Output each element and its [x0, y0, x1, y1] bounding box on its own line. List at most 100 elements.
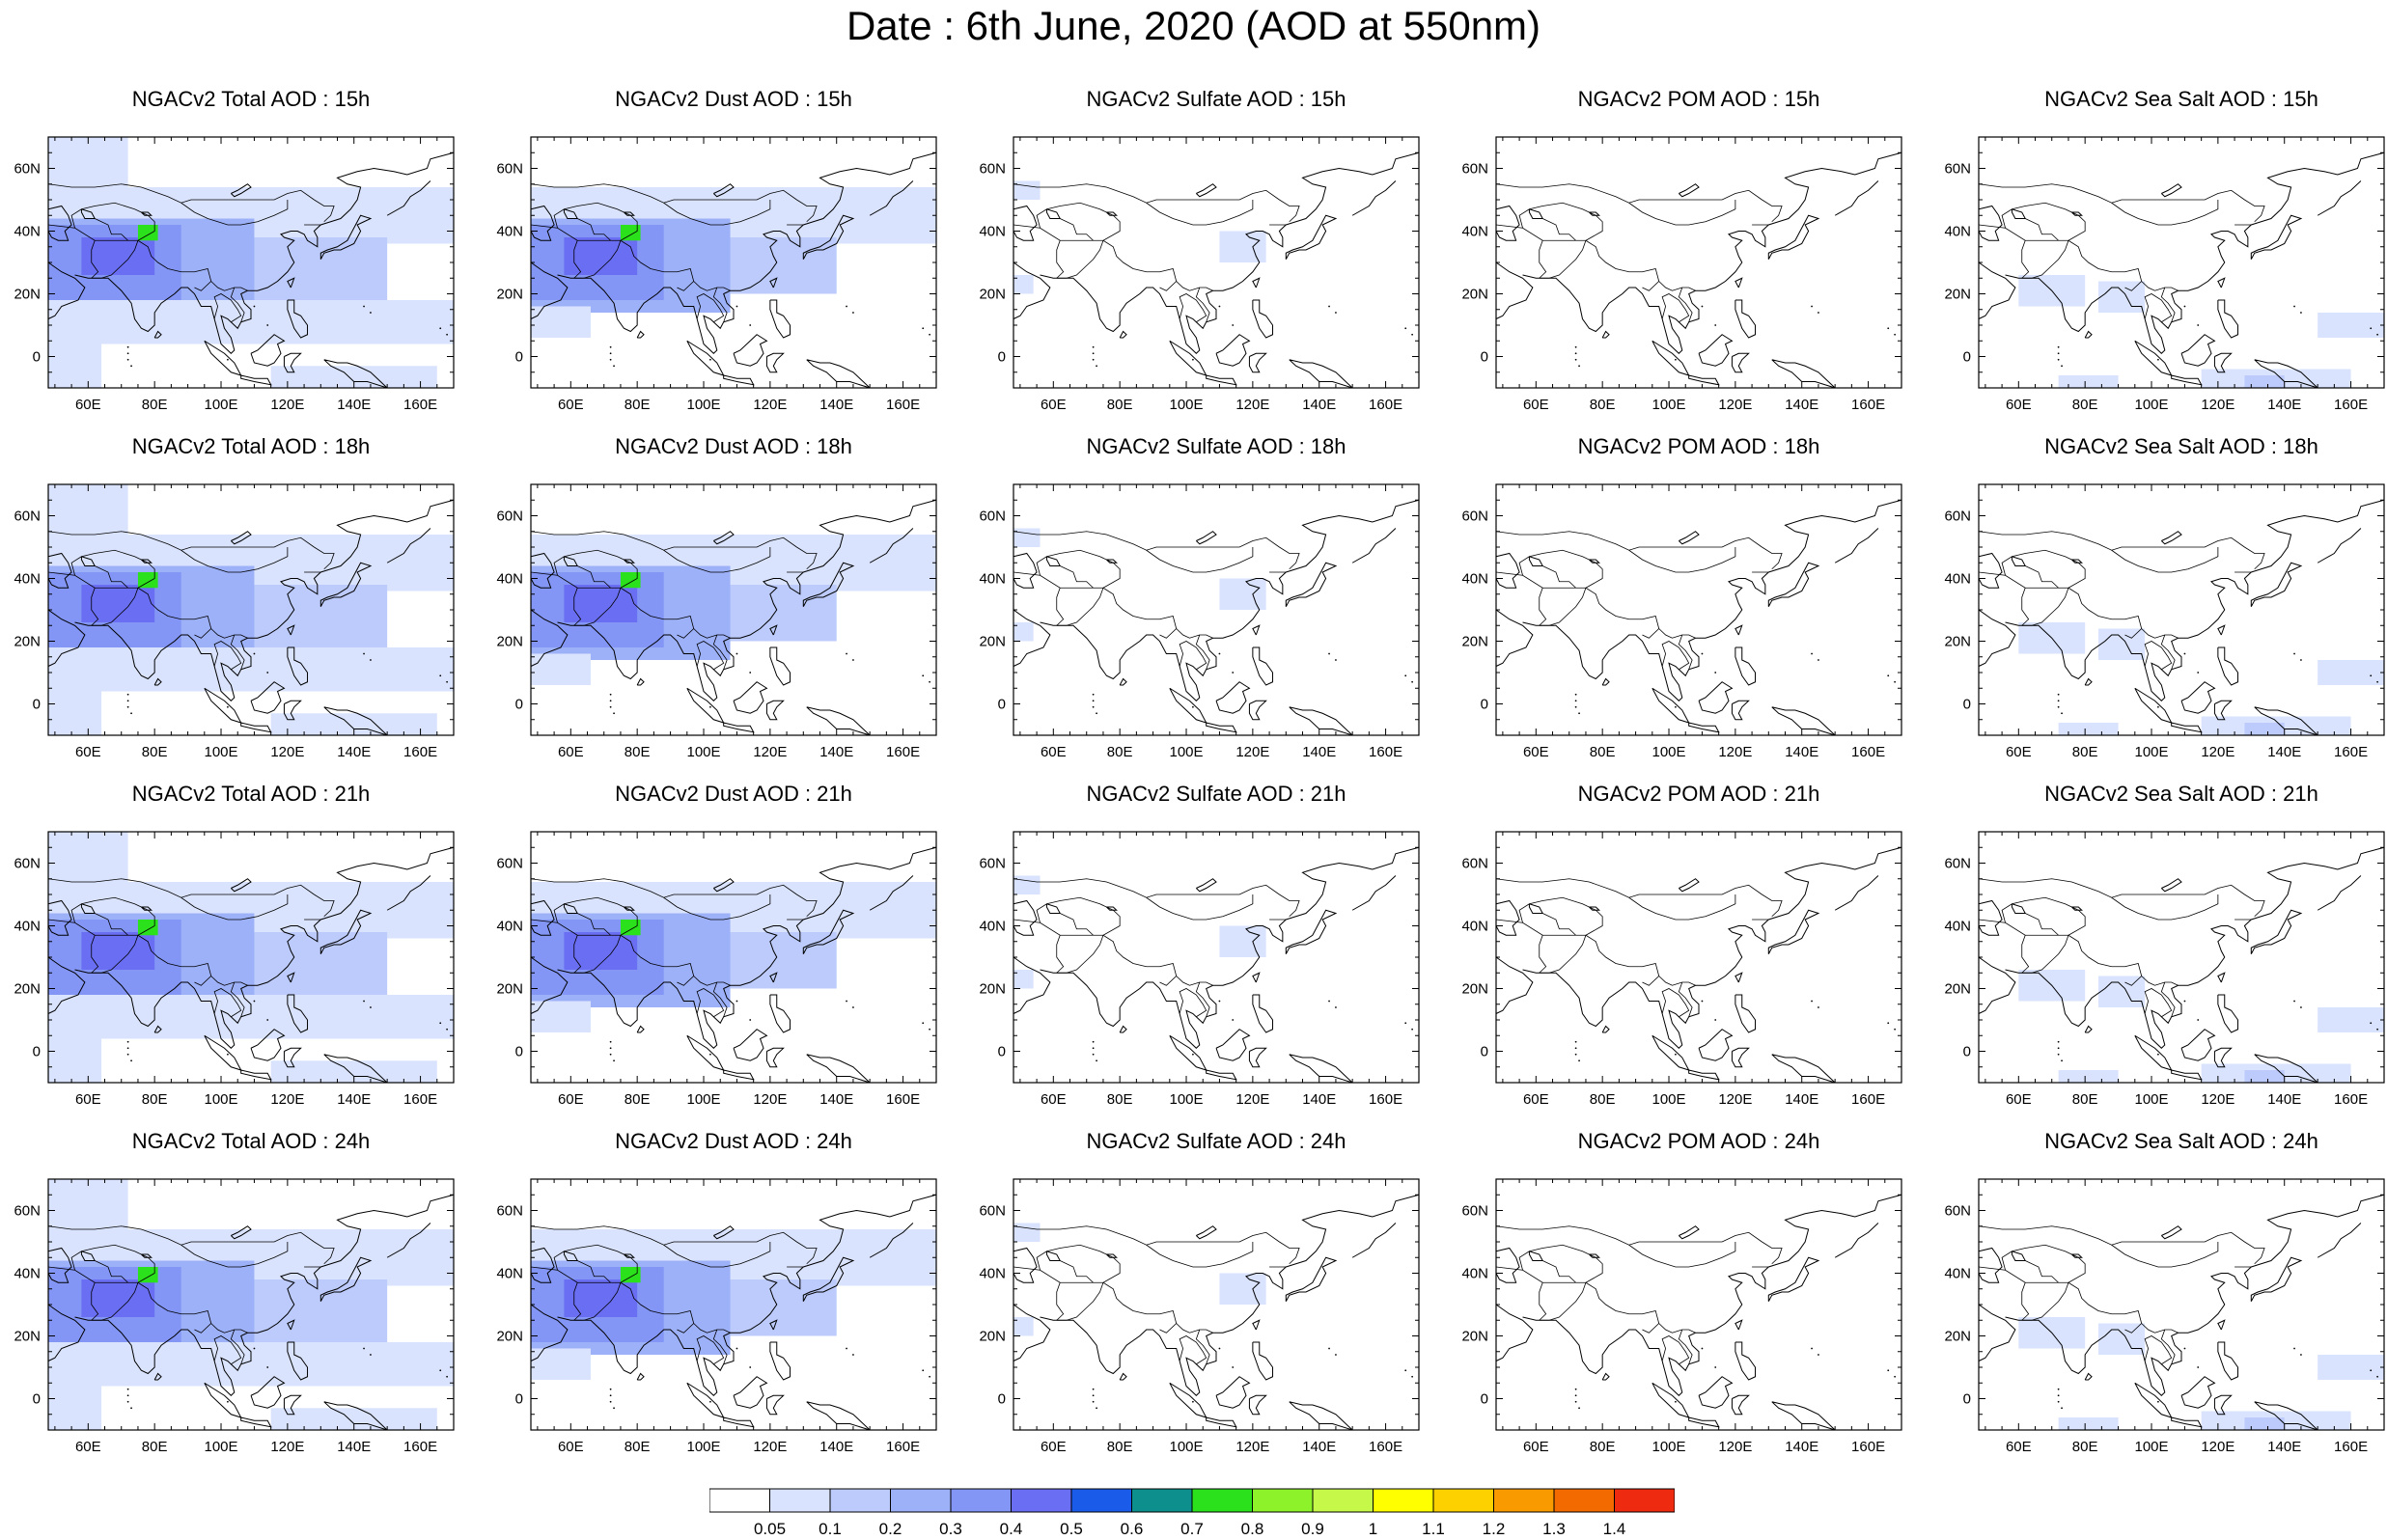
lon-tick-label: 80E — [142, 1439, 168, 1455]
country-border — [1518, 896, 1603, 936]
country-border — [1176, 976, 1213, 986]
aod-map: 60E 80E 100E 120E 140E 160E 60N 40N 20N 0 — [496, 831, 937, 1108]
lat-tick-label: 20N — [979, 634, 1006, 650]
country-border — [230, 1329, 245, 1364]
lat-tick-label: 20N — [14, 981, 41, 998]
country-border — [1013, 224, 1104, 279]
lat-tick-label: 0 — [1481, 1391, 1488, 1408]
country-border — [137, 587, 212, 639]
lat-tick-label: 60N — [1461, 856, 1488, 872]
lon-tick-label: 160E — [886, 397, 920, 413]
lon-tick-label: 60E — [558, 1091, 584, 1108]
aod-map: 60E 80E 100E 120E 140E 160E 60N 40N 20N 0 — [1944, 483, 2385, 760]
lon-tick-label: 100E — [1651, 397, 1685, 413]
island-dot — [2061, 1059, 2063, 1062]
panel-title: NGACv2 Sulfate AOD : 18h — [1086, 434, 1346, 458]
country-border — [47, 919, 139, 974]
coastline — [1248, 352, 1267, 373]
lon-tick-label: 80E — [1107, 744, 1133, 760]
coastline — [2180, 681, 2216, 714]
country-border — [1056, 935, 1065, 974]
coastline — [153, 1372, 162, 1381]
island-dot — [130, 365, 132, 368]
island-dot — [613, 365, 615, 368]
aod-map: 60E 80E 100E 120E 140E 160E 60N 40N 20N 0 — [1461, 1178, 1902, 1455]
island-dot — [1574, 1040, 1577, 1043]
coastline — [153, 1025, 162, 1033]
island-dot — [363, 1000, 365, 1003]
coastline — [2084, 1025, 2093, 1033]
lat-tick-label: 40N — [1944, 1266, 1971, 1282]
island-dot — [1404, 1369, 1407, 1372]
lon-tick-label: 120E — [1718, 397, 1752, 413]
map-panel-seasalt-21h: NGACv2 Sea Salt AOD : 21h 60E 80E 100E 120E 1… — [1930, 784, 2387, 1112]
lat-tick-label: 60N — [979, 161, 1006, 178]
island-dot — [1335, 1006, 1337, 1008]
coastline — [1106, 559, 1118, 564]
country-border — [530, 919, 622, 974]
country-border — [2111, 200, 2219, 226]
coastline — [1252, 1319, 1261, 1331]
coastline — [769, 299, 791, 339]
island-dot — [1092, 693, 1095, 696]
coastline — [1698, 1376, 1734, 1409]
country-border — [2021, 935, 2030, 974]
coastline-layer — [1978, 1194, 2385, 1431]
lon-tick-label: 100E — [204, 1091, 237, 1108]
country-border — [663, 547, 771, 573]
coastline — [557, 846, 937, 1049]
coastline — [1252, 994, 1274, 1033]
island-dot — [439, 327, 442, 330]
lat-tick-label: 40N — [1461, 1266, 1488, 1282]
lat-tick-label: 40N — [496, 919, 523, 935]
coastline — [2171, 374, 2203, 386]
coastline — [1196, 531, 1217, 545]
island-dot — [1574, 1400, 1577, 1403]
island-dot — [609, 1400, 612, 1403]
coastline — [765, 1394, 785, 1416]
coastline — [240, 374, 272, 386]
country-border — [1056, 1282, 1065, 1321]
coastline — [1040, 151, 1420, 354]
coastline — [1252, 277, 1261, 289]
island-dot — [1811, 305, 1813, 308]
coastline-layer — [47, 1194, 455, 1431]
coastline — [1978, 205, 2003, 241]
island-dot — [1218, 1347, 1221, 1350]
lon-tick-label: 140E — [1302, 1091, 1336, 1108]
coastline — [1045, 1251, 1062, 1261]
coastline — [769, 972, 778, 983]
country-border — [1585, 934, 1660, 986]
country-border — [530, 531, 818, 570]
lon-tick-label: 60E — [1523, 1439, 1549, 1455]
island-dot — [846, 1347, 847, 1350]
map-panel-total-21h: NGACv2 Total AOD : 21h 60E 80E 100E 120E 140E… — [0, 784, 483, 1112]
coastline — [1206, 1069, 1237, 1081]
island-dot — [1811, 1347, 1813, 1350]
lon-tick-label: 120E — [1718, 744, 1752, 760]
country-border — [2021, 588, 2030, 626]
aod-contour-fill — [48, 647, 454, 692]
coastline — [1289, 1054, 1353, 1084]
island-dot — [439, 1369, 442, 1372]
coastline — [2217, 299, 2239, 339]
lon-tick-label: 60E — [2006, 1091, 2032, 1108]
lat-tick-label: 20N — [496, 634, 523, 650]
coastline — [47, 609, 86, 667]
lon-tick-label: 60E — [1523, 1091, 1549, 1108]
coastline — [1206, 374, 1237, 386]
aod-map: 60E 80E 100E 120E 140E 160E 60N 40N 20N 0 — [1461, 136, 1902, 413]
country-border — [693, 976, 731, 986]
panel-title: NGACv2 Sulfate AOD : 21h — [1086, 782, 1346, 806]
coastline — [1528, 1251, 1544, 1261]
island-dot — [1092, 1394, 1095, 1397]
lat-tick-label: 60N — [1944, 509, 1971, 525]
colorbar-label: 0.4 — [1000, 1520, 1023, 1538]
country-border — [2068, 934, 2143, 986]
island-dot — [2057, 345, 2060, 348]
lat-tick-label: 60N — [1461, 1203, 1488, 1220]
aod-contour-fill — [564, 1279, 638, 1317]
island-dot — [1328, 305, 1330, 308]
lon-tick-label: 80E — [2072, 397, 2098, 413]
lat-tick-label: 0 — [1963, 697, 1971, 713]
